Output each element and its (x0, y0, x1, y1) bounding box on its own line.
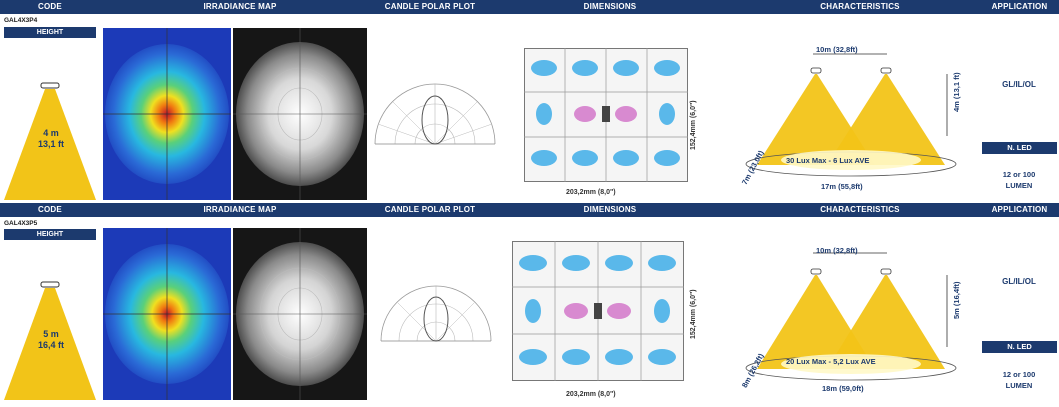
height-beam-graphic (4, 82, 96, 200)
height-badge: HEIGHT (4, 229, 96, 240)
dim-height-label: 152,4mm (6,0") (690, 289, 697, 339)
application-code: GL/IL/OL (1002, 80, 1036, 89)
height-beam-graphic (4, 281, 96, 400)
lumen-unit: LUMEN (1005, 181, 1033, 190)
lamp-icon (40, 281, 60, 288)
header-bar: CODE IRRADIANCE MAP CANDLE POLAR PLOT DI… (0, 203, 1059, 217)
char-base-label: 18m (59,0ft) (822, 384, 864, 393)
dim-height-label: 152,4mm (6,0") (690, 100, 697, 150)
irradiance-map (103, 28, 231, 200)
height-meters: 4 m (43, 128, 59, 138)
characteristics-diagram (745, 53, 957, 177)
header-application: APPLICATION (991, 2, 1048, 11)
header-dimensions: DIMENSIONS (583, 205, 637, 214)
header-characteristics: CHARACTERISTICS (820, 2, 900, 11)
char-spacing-label: 10m (32,8ft) (816, 246, 858, 255)
header-application: APPLICATION (991, 205, 1048, 214)
irradiance-map-grayscale (233, 228, 367, 400)
lumen-unit: LUMEN (1005, 381, 1033, 390)
header-code: CODE (38, 205, 62, 214)
application-code: GL/IL/OL (1002, 277, 1036, 286)
dimensions-drawing (524, 48, 688, 182)
dim-width-label: 203,2mm (8,0") (566, 391, 616, 398)
lamp-icon (40, 82, 60, 89)
irradiance-map-grayscale (233, 28, 367, 200)
header-bar: CODE IRRADIANCE MAP CANDLE POLAR PLOT DI… (0, 0, 1059, 14)
irradiance-map (103, 228, 231, 400)
led-badge: N. LED (982, 341, 1057, 353)
height-feet: 16,4 ft (37, 340, 64, 350)
char-height-label: 4m (13,1 ft) (952, 72, 961, 112)
char-height-label: 5m (16,4ft) (952, 281, 961, 319)
header-irradiance: IRRADIANCE MAP (203, 205, 277, 214)
lumen-value: 12 or 100 (1002, 370, 1036, 379)
header-code: CODE (38, 2, 62, 11)
height-badge: HEIGHT (4, 27, 96, 38)
product-code: GAL4X3P4 (4, 17, 38, 24)
product-row-1: CODE IRRADIANCE MAP CANDLE POLAR PLOT DI… (0, 0, 1059, 203)
header-candle: CANDLE POLAR PLOT (384, 205, 476, 214)
char-base-label: 17m (55,8ft) (821, 182, 863, 191)
candle-polar-plot (374, 83, 496, 145)
led-badge: N. LED (982, 142, 1057, 154)
height-meters: 5 m (43, 329, 59, 339)
height-feet: 13,1 ft (37, 139, 64, 149)
lumen-value: 12 or 100 (1002, 170, 1036, 179)
characteristics-diagram (745, 252, 957, 381)
header-irradiance: IRRADIANCE MAP (203, 2, 277, 11)
header-candle: CANDLE POLAR PLOT (384, 2, 476, 11)
candle-polar-plot (380, 285, 492, 342)
char-lux-label: 30 Lux Max - 6 Lux AVE (786, 156, 870, 165)
product-row-2: CODE IRRADIANCE MAP CANDLE POLAR PLOT DI… (0, 203, 1059, 406)
dim-width-label: 203,2mm (8,0") (566, 189, 616, 196)
header-dimensions: DIMENSIONS (583, 2, 637, 11)
dimensions-drawing (512, 241, 684, 381)
product-code: GAL4X3P5 (4, 220, 38, 227)
char-spacing-label: 10m (32,8ft) (816, 45, 858, 54)
char-lux-label: 20 Lux Max - 5,2 Lux AVE (786, 357, 876, 366)
header-characteristics: CHARACTERISTICS (820, 205, 900, 214)
